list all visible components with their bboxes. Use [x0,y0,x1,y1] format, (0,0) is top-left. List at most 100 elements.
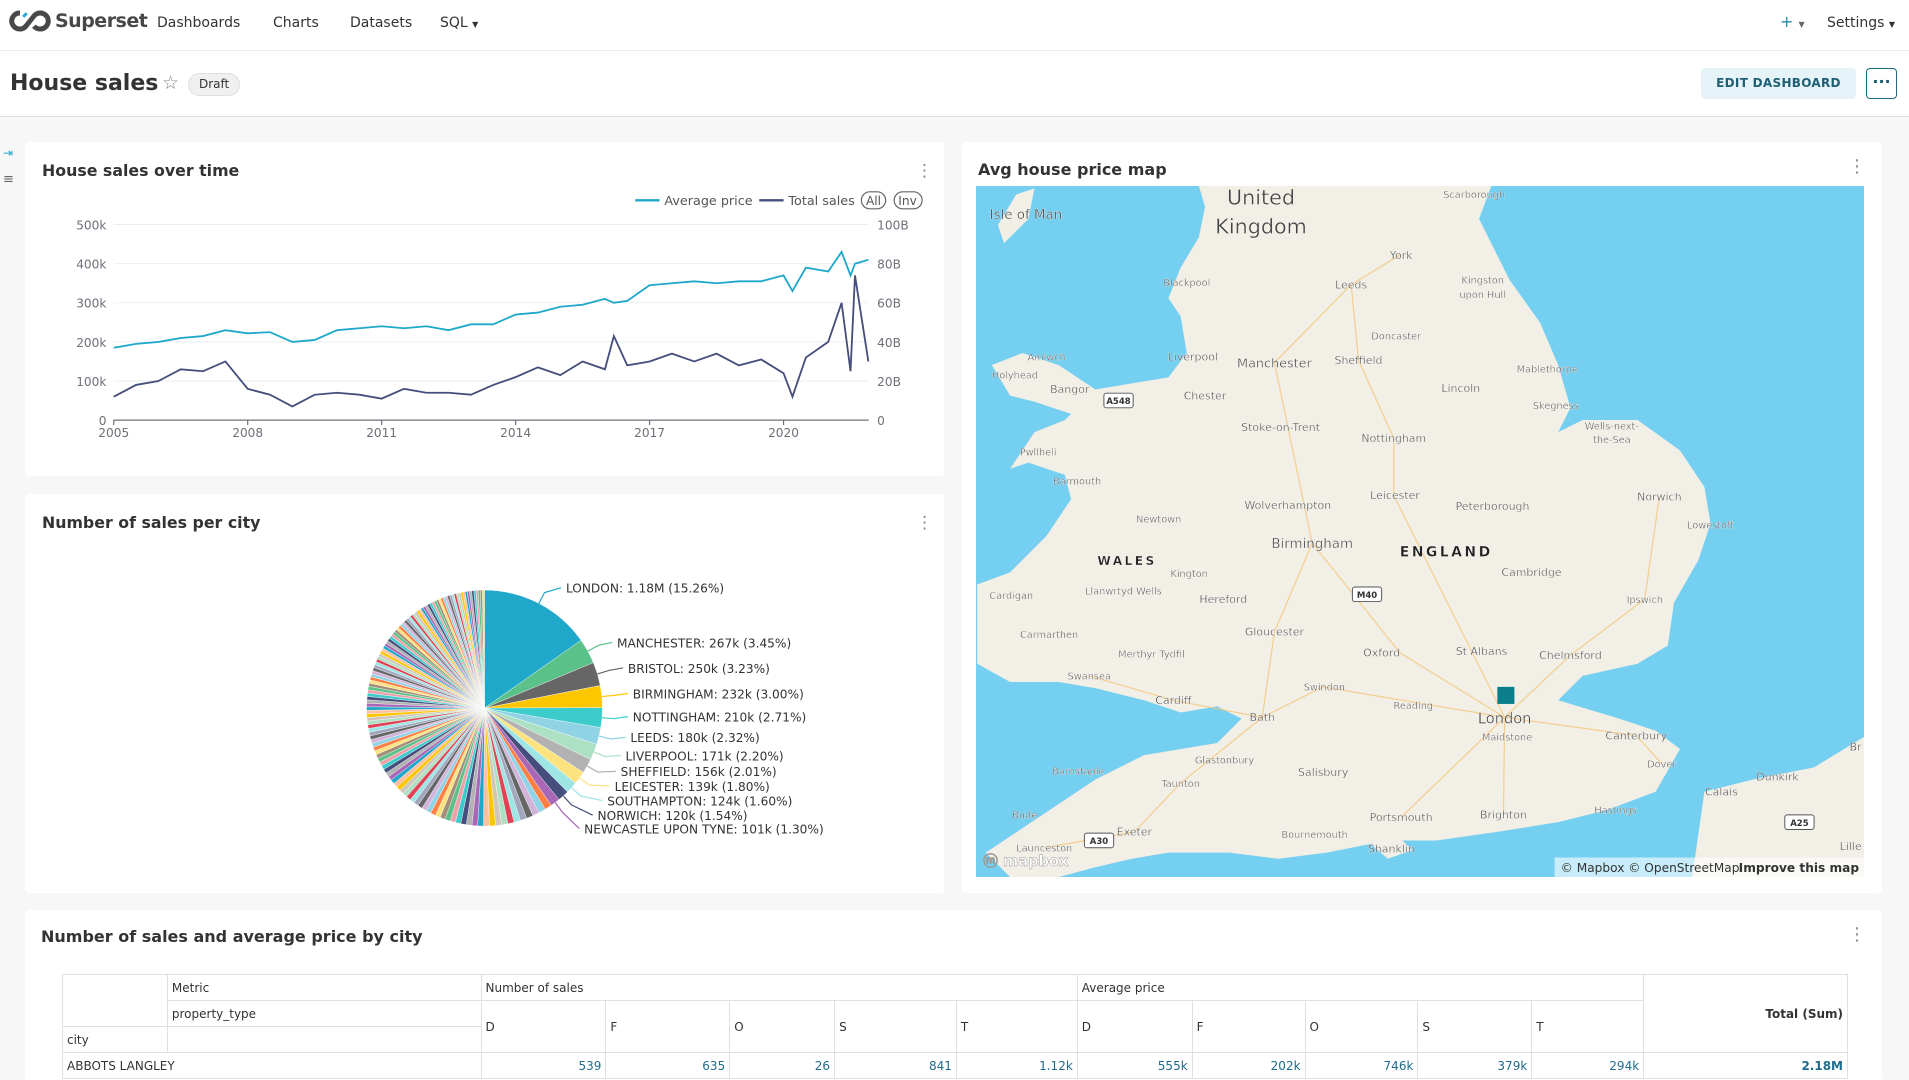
map-label: Chelmsford [1539,649,1602,662]
map-view[interactable]: Isle of Man United Kingdom Scarborough York K… [976,186,1864,877]
more-actions-button[interactable]: ··· [1866,68,1897,99]
nav-datasets[interactable]: Datasets [350,15,413,31]
map-label: Barmouth [1053,477,1101,488]
map-label: Hereford [1199,593,1247,606]
col-header[interactable]: T [955,1000,1078,1053]
pie-label: SHEFFIELD: 156k (2.01%) [621,765,777,779]
kebab-menu-icon[interactable]: ⋮ [1848,156,1866,177]
pie-label: LIVERPOOL: 171k (2.20%) [626,749,784,763]
map-label: London [1478,710,1532,727]
map-label: Barnstaple [1052,767,1104,778]
pie-label-line [601,716,629,720]
x-tick: 2017 [634,426,665,440]
legend-all-button[interactable] [860,191,887,210]
map-label: Carmarthen [1020,630,1078,641]
nav-charts[interactable]: Charts [273,15,319,31]
filter-icon[interactable]: ≡ [3,172,14,187]
map-label: Leeds [1335,278,1367,291]
superset-logo[interactable]: Superset [9,10,148,32]
improve-map-link[interactable]: Improve this map [1739,861,1860,875]
city-header[interactable]: city [62,1026,168,1053]
caret-down-icon: ▼ [1798,20,1805,29]
map-label: Swindon [1304,683,1345,694]
isle-of-man-land [997,188,1035,244]
col-header[interactable]: O [1304,1000,1419,1053]
col-header[interactable]: O [729,1000,836,1053]
pie-label: BIRMINGHAM: 232k (3.00%) [633,687,804,701]
legend-inv-button[interactable] [893,191,923,210]
legend-average-price[interactable]: Average price [664,194,752,209]
pie-label: SOUTHAMPTON: 124k (1.60%) [607,794,792,808]
y-left-tick: 300k [76,297,106,311]
y-right-tick: 60B [877,297,901,311]
pie-label: MANCHESTER: 267k (3.45%) [617,636,791,650]
new-button[interactable]: + ▼ [1780,12,1805,31]
nav-dashboards[interactable]: Dashboards [157,15,241,31]
pie-label-line [601,692,629,698]
mapbox-logo[interactable]: ⓜ mapbox [983,852,1069,870]
y-right-tick: 80B [877,258,901,272]
favorite-star-icon[interactable]: ☆ [162,72,180,94]
chart-title: House sales over time [42,161,239,180]
map-label: Lincoln [1441,382,1480,395]
kebab-menu-icon[interactable]: ⋮ [1848,924,1866,945]
map-label: Pwllheli [1020,447,1057,458]
x-tick: 2008 [232,426,263,440]
map-card: Avg house price map ⋮ Isle of Man United K… [962,142,1882,893]
pie-label: NEWCASTLE UPON TYNE: 101k (1.30%) [584,822,824,836]
status-badge[interactable]: Draft [188,73,241,96]
map-label: Dunkirk [1756,771,1799,784]
caret-down-icon: ▼ [1888,20,1896,29]
col-header[interactable]: S [1417,1000,1533,1053]
series-line-average-price [113,250,869,349]
nav-sql[interactable]: SQL ▼ [440,15,478,31]
map-label: Llanwrtyd Wells [1085,586,1162,597]
cell: 635 [605,1052,731,1079]
map-label: Newtown [1136,514,1181,525]
y-right-tick: 40B [877,336,901,350]
london-price-marker[interactable] [1497,686,1515,704]
map-label: Oxford [1363,646,1400,659]
cell: 202k [1191,1052,1306,1079]
map-label: Merthyr Tydfil [1118,650,1184,661]
map-label: Stoke-on-Trent [1241,421,1320,434]
col-header[interactable]: F [605,1000,731,1053]
map-label: Br [1849,740,1862,753]
chart-title: Number of sales and average price by cit… [41,927,423,946]
map-label: Gloucester [1245,626,1305,639]
legend-all-label: All [866,194,881,208]
metric-group-price[interactable]: Average price [1076,974,1645,1001]
expand-sidebar-icon[interactable]: ⇥ [3,146,14,160]
total-header[interactable]: Total (Sum) [1643,974,1848,1053]
map-label: Cardigan [989,591,1033,602]
col-header[interactable]: T [1531,1000,1645,1053]
edit-dashboard-button[interactable]: EDIT DASHBOARD [1701,68,1856,99]
col-header[interactable]: F [1191,1000,1306,1053]
kebab-menu-icon[interactable]: ⋮ [916,161,933,181]
map-label: Wolverhampton [1245,499,1332,512]
map-label: Amlwch [1027,352,1065,363]
map-label: Scarborough [1443,190,1505,201]
caret-down-icon: ▼ [472,20,479,29]
map-label: Skegness [1533,401,1579,412]
col-header[interactable]: D [1076,1000,1193,1053]
settings-menu[interactable]: Settings ▼ [1827,15,1895,31]
metric-group-sales[interactable]: Number of sales [480,974,1078,1001]
map-label: Mablethorpe [1517,364,1578,375]
map-label: St Albans [1456,645,1508,658]
cell: 1.12k [955,1052,1078,1079]
map-label: United [1227,186,1295,209]
col-header[interactable]: S [834,1000,957,1053]
map-label: Lowestoft [1687,520,1734,531]
col-header[interactable]: D [480,1000,607,1053]
attribution[interactable]: © Mapbox © OpenStreetMap [1561,861,1740,875]
pie-label: NORWICH: 120k (1.54%) [598,809,748,823]
map-label: Cardiff [1155,694,1192,707]
kebab-menu-icon[interactable]: ⋮ [916,513,933,533]
map-label: Kingston [1462,275,1504,286]
roads [1044,253,1663,849]
legend-total-sales[interactable]: Total sales [787,194,855,209]
map-label: the-Sea [1593,435,1631,446]
map-label: Cambridge [1501,566,1561,579]
map-label: Chester [1184,389,1227,402]
